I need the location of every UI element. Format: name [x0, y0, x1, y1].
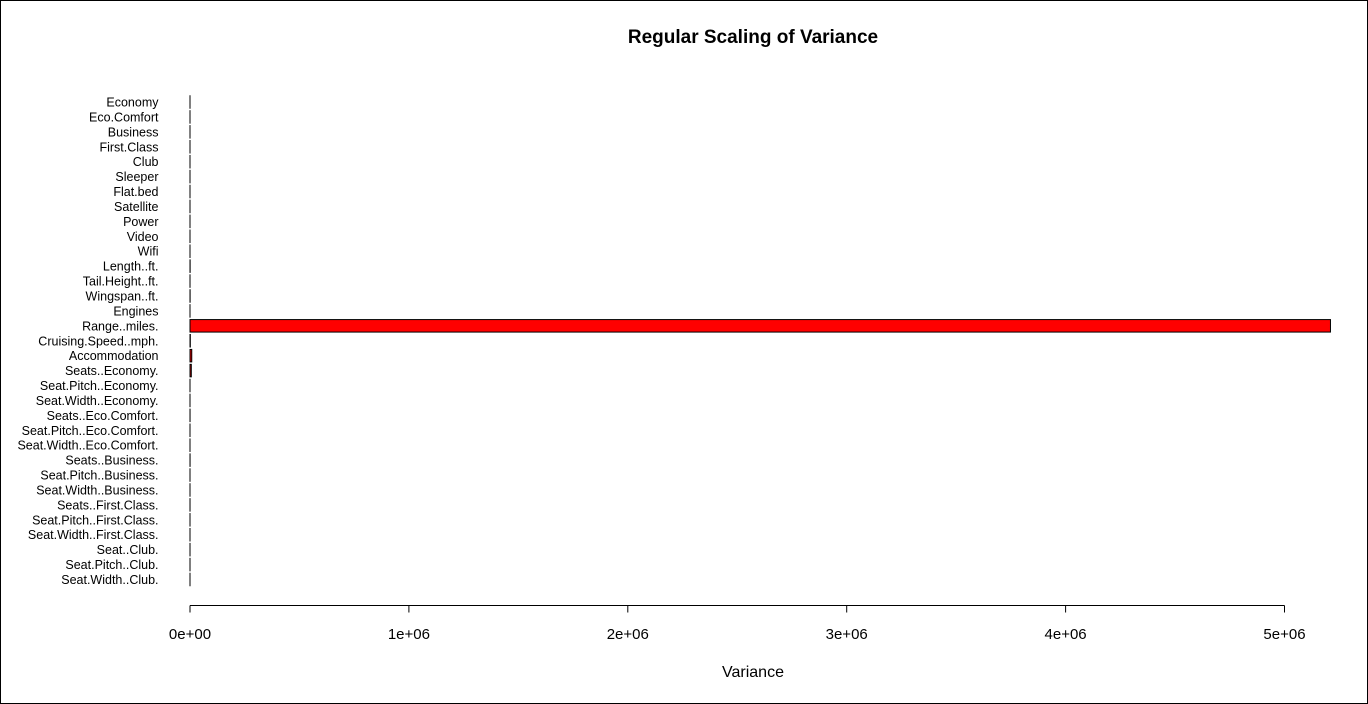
category-label: Business — [108, 125, 159, 139]
category-label: Economy — [106, 96, 159, 110]
category-label: Seat.Pitch..Business. — [40, 469, 158, 483]
bar — [189, 363, 192, 378]
category-label: Video — [127, 230, 159, 244]
x-tick-label: 3e+06 — [826, 626, 868, 643]
bar — [189, 348, 193, 363]
x-axis: 0e+00 1e+06 2e+06 3e+06 4e+06 5e+06 — [169, 605, 1306, 643]
category-label: Seat.Width..Club. — [61, 573, 158, 587]
x-tick-label: 1e+06 — [388, 626, 430, 643]
category-label: Seats..Economy. — [65, 364, 159, 378]
category-label: Cruising.Speed..mph. — [38, 334, 158, 348]
category-label: Seats..Business. — [65, 454, 158, 468]
category-label: Eco.Comfort — [89, 110, 159, 124]
x-tick-label: 2e+06 — [607, 626, 649, 643]
category-label: Satellite — [114, 200, 159, 214]
x-tick-label: 4e+06 — [1045, 626, 1087, 643]
category-label: Seats..First.Class. — [57, 498, 158, 512]
category-label: Seat.Pitch..Economy. — [40, 379, 159, 393]
x-tick-label: 5e+06 — [1263, 626, 1305, 643]
category-label: Seat.Pitch..Eco.Comfort. — [22, 424, 159, 438]
category-label: Seat..Club. — [97, 543, 159, 557]
category-label: Seat.Width..Economy. — [36, 394, 159, 408]
category-label: Range..miles. — [82, 319, 158, 333]
category-label: Accommodation — [69, 349, 159, 363]
category-label: Seat.Width..Eco.Comfort. — [17, 439, 158, 453]
bar — [189, 319, 1331, 333]
category-label: Seat.Pitch..First.Class. — [32, 513, 158, 527]
category-label: Wifi — [138, 245, 159, 259]
category-label: Flat.bed — [113, 185, 158, 199]
chart-title: Regular Scaling of Variance — [628, 27, 878, 48]
category-labels: EconomyEco.ComfortBusinessFirst.ClassClu… — [17, 96, 159, 588]
category-label: Seat.Pitch..Club. — [65, 558, 158, 572]
category-label: Seat.Width..Business. — [36, 483, 158, 497]
category-label: Seats..Eco.Comfort. — [47, 409, 159, 423]
category-label: Seat.Width..First.Class. — [28, 528, 159, 542]
category-label: Club — [133, 155, 159, 169]
category-label: Engines — [113, 304, 158, 318]
x-tick-label: 0e+00 — [169, 626, 211, 643]
x-axis-title: Variance — [722, 664, 784, 681]
category-label: First.Class — [99, 140, 158, 154]
bars — [189, 95, 1331, 587]
category-label: Power — [123, 215, 158, 229]
category-label: Tail.Height..ft. — [83, 275, 159, 289]
category-label: Wingspan..ft. — [86, 289, 159, 303]
category-label: Length..ft. — [103, 260, 159, 274]
category-label: Sleeper — [115, 170, 158, 184]
